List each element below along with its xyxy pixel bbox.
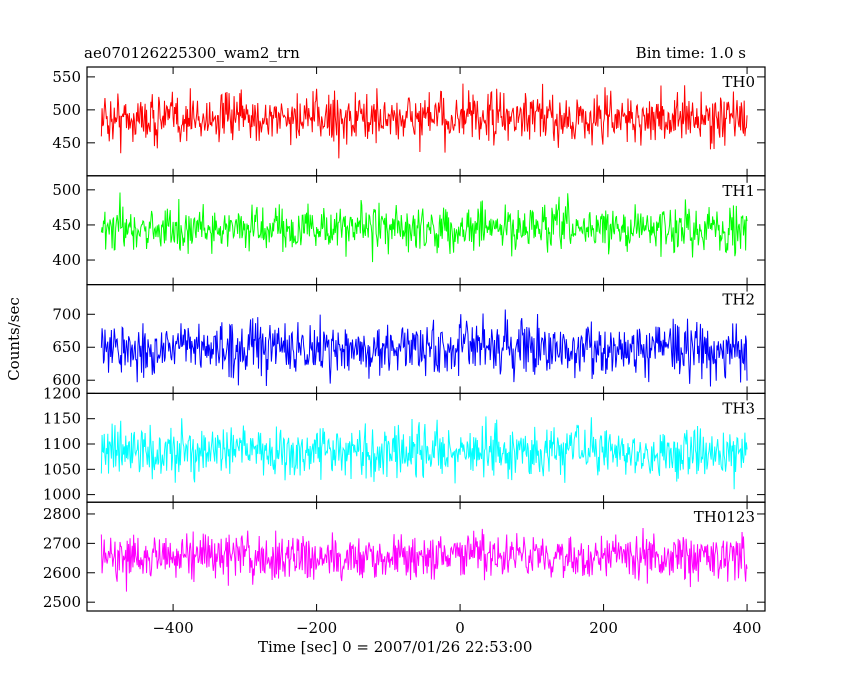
series-line-th3 [100,416,748,490]
series-line-th2 [100,309,748,387]
chart-title: ae070126225300_wam2_trn [84,44,300,62]
y-tick-label: 550 [52,68,81,86]
y-tick-label: 500 [52,101,81,119]
y-tick-label: 1000 [43,486,81,504]
y-tick-label: 2500 [43,593,81,611]
y-tick-label: 1150 [43,410,81,428]
x-axis-label: Time [sec] 0 = 2007/01/26 22:53:00 [258,638,533,656]
x-tick-label: 400 [733,619,762,637]
y-tick-label: 1200 [43,384,81,402]
y-tick-label: 400 [52,251,81,269]
y-tick-label: 1100 [43,435,81,453]
y-tick-label: 450 [52,134,81,152]
x-tick-label: 0 [455,619,465,637]
y-tick-label: 650 [52,338,81,356]
series-label-th1: TH1 [722,182,755,200]
series-label-th3: TH3 [722,399,755,417]
series-line-th0123 [100,528,748,592]
y-tick-label: 700 [52,305,81,323]
series-line-th1 [100,192,748,263]
y-tick-label: 500 [52,181,81,199]
x-tick-label: 200 [589,619,618,637]
panel-frame [86,501,766,612]
x-tick-label: −200 [296,619,337,637]
series-line-th0 [100,83,748,159]
y-tick-label: 1050 [43,460,81,478]
y-axis-label: Counts/sec [5,297,23,381]
y-tick-label: 2600 [43,564,81,582]
x-tick-label: −400 [152,619,193,637]
y-tick-label: 450 [52,216,81,234]
bin-time-label: Bin time: 1.0 s [635,44,746,62]
series-label-th2: TH2 [722,291,755,309]
y-tick-label: 2700 [43,534,81,552]
y-tick-label: 2800 [43,505,81,523]
y-tick-label: 600 [52,371,81,389]
series-label-th0123: TH0123 [694,508,755,526]
series-label-th0: TH0 [722,73,755,91]
